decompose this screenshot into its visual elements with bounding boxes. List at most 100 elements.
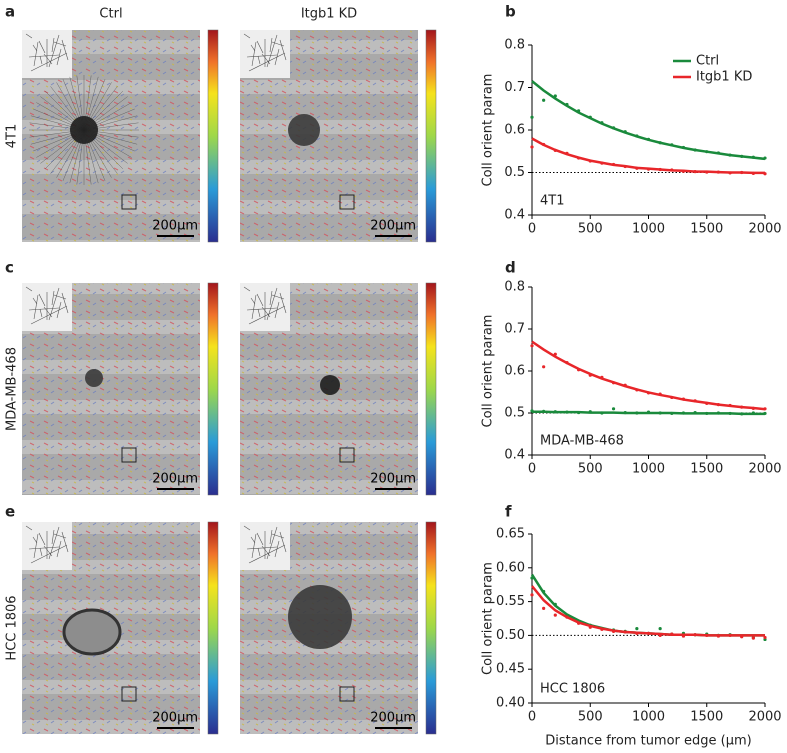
y-tick-label: 0.8 [504,280,525,295]
x-tick-label: 2000 [748,462,781,477]
inset-fiber [250,44,256,52]
inset-fiber [38,40,46,54]
inset-fiber [39,55,43,65]
fit-curve [531,585,765,637]
inset-fiber [51,37,55,53]
inset-fiber [248,305,286,325]
scale-bar-label: 200µm [152,219,198,234]
panel-letter: e [5,503,15,521]
inset-fiber [243,286,251,292]
spheroid [70,116,98,144]
x-tick-label: 1000 [632,462,665,477]
scale-bar-label: 200µm [152,711,198,726]
spheroid [320,375,340,395]
x-tick-label: 500 [578,710,603,725]
inset-fiber [25,33,33,39]
inset-fiber [39,308,43,318]
y-axis-label: Coll orient param [481,74,496,187]
inset-fiber [61,292,69,314]
fit-curve [531,80,766,161]
data-point [658,627,662,631]
fit-curve [530,573,765,637]
x-tick-label: 0 [528,222,536,237]
inset-fiber [266,287,278,321]
inset-fiber [32,44,38,52]
roi-box [121,686,137,702]
inset-fiber [61,39,69,61]
inset-fiber [246,546,278,550]
inset-fiber [271,41,285,47]
scale-bar-label: 200µm [370,472,416,487]
y-tick-label: 0.4 [504,208,525,223]
colorbar [425,282,437,496]
x-tick-label: 2000 [748,222,781,237]
inset-fiber [269,529,273,545]
inset-fiber [279,292,287,314]
inset-fiber [51,529,55,545]
fit-curve [531,340,766,411]
inset-fiber [28,546,60,550]
colorbar [207,282,219,496]
x-tick-label: 500 [578,462,603,477]
spheroid [62,608,122,656]
data-point [751,636,755,640]
inset-fiber [38,293,46,307]
x-tick-label: 1500 [690,462,723,477]
inset-fiber [30,305,68,325]
roi-box [339,447,355,463]
panel-letter: d [505,259,516,277]
chart-annotation: HCC 1806 [540,682,605,697]
inset-fiber [25,286,33,292]
y-tick-label: 0.8 [504,38,525,53]
inset-fiber [48,526,60,560]
inset-fiber [271,533,285,539]
inset-fiber [257,547,261,557]
data-point [530,593,534,597]
inset-fiber [248,544,286,564]
inset-fiber [38,532,46,546]
scale-bar-label: 200µm [370,711,416,726]
colorbar [207,29,219,243]
y-tick-label: 0.6 [504,364,525,379]
inset-fiber [243,33,251,39]
inset-fiber [39,547,43,557]
y-tick-label: 0.45 [496,662,525,677]
y-tick-label: 0.40 [496,696,525,711]
inset-fiber [271,294,285,300]
x-tick-label: 1500 [690,710,723,725]
legend-label: Ctrl [696,54,719,69]
data-point [611,407,616,411]
inset-fiber [25,525,33,531]
legend-label: Itgb1 KD [696,70,752,85]
inset-fiber [51,290,55,306]
inset-fiber [250,536,256,544]
colorbar [207,521,219,735]
data-point [530,344,534,348]
data-point [553,613,557,617]
roi-box [339,194,355,210]
inset-fiber [246,307,278,311]
panel-letter: a [5,3,15,21]
spheroid [288,114,320,146]
y-tick-label: 0.55 [496,594,525,609]
inset-fiber [30,52,68,72]
inset-fiber [33,533,39,559]
inset-fiber [32,536,38,544]
inset-fiber [32,297,38,305]
inset-fiber [269,37,273,53]
x-tick-label: 0 [528,710,536,725]
y-tick-label: 0.65 [496,527,525,542]
colorbar [425,29,437,243]
inset-fiber [257,55,261,65]
roi-box [121,447,137,463]
y-tick-label: 0.6 [504,123,525,138]
x-tick-label: 1000 [632,710,665,725]
chart-annotation: 4T1 [540,194,564,209]
y-tick-label: 0.4 [504,448,525,463]
inset-fiber [61,531,69,553]
spheroid [85,369,103,387]
x-axis-label: Distance from tumor edge (µm) [545,734,752,749]
fit-curve [532,410,765,416]
